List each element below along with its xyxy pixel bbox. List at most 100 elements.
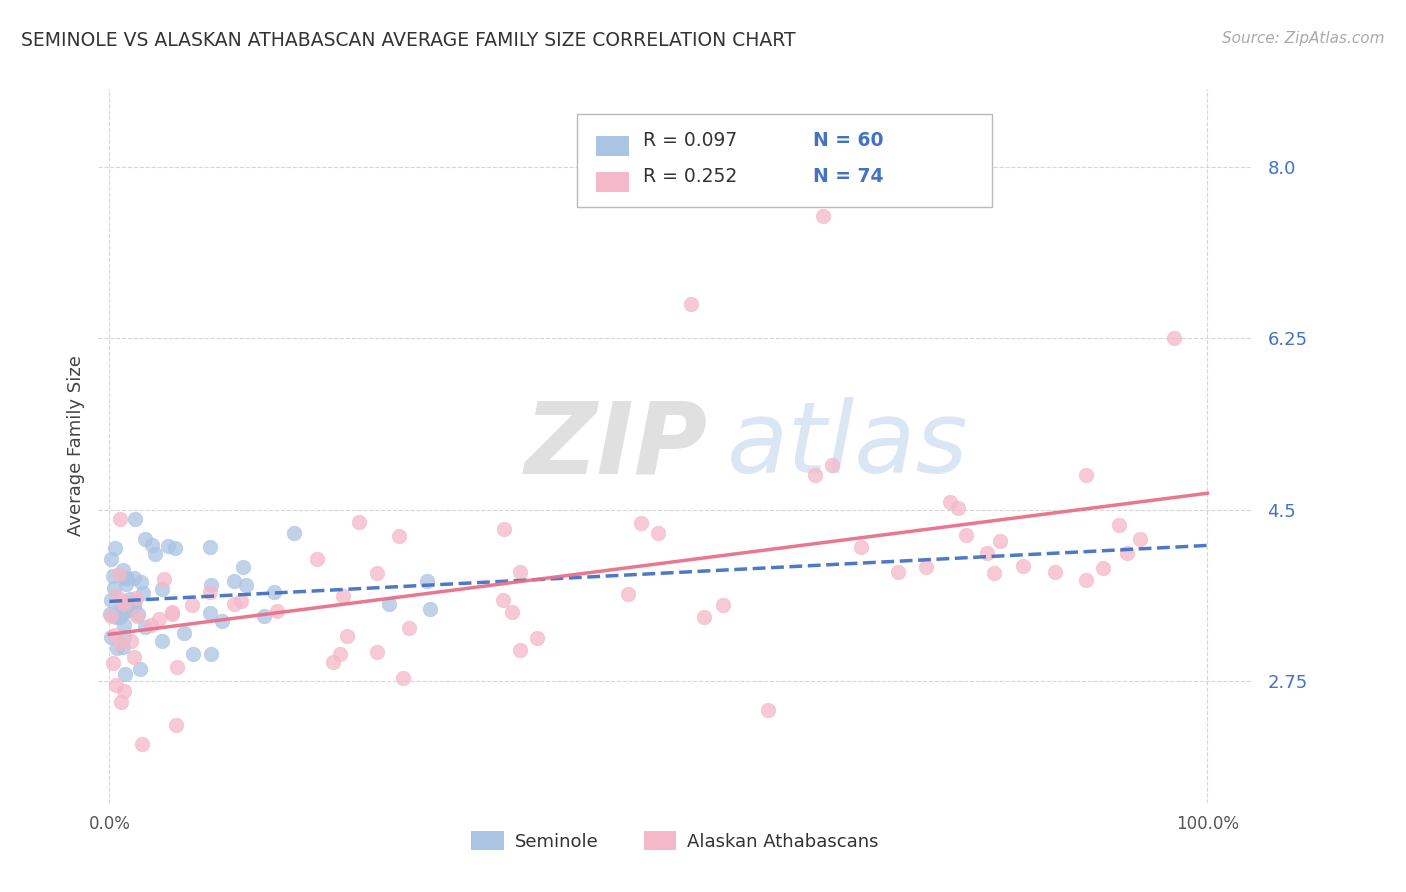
Point (111, 640, 134, 654)
Point (198, 606, 221, 620)
Point (492, 593, 515, 607)
Point (821, 458, 844, 472)
Point (1074, 468, 1097, 483)
Point (173, 626, 195, 640)
Text: N = 74: N = 74 (813, 167, 884, 186)
Point (366, 566, 388, 580)
Point (160, 607, 183, 622)
FancyBboxPatch shape (596, 136, 628, 156)
Text: Source: ZipAtlas.com: Source: ZipAtlas.com (1222, 31, 1385, 46)
Point (939, 495, 962, 509)
Point (122, 650, 145, 665)
Y-axis label: Average Family Size: Average Family Size (66, 356, 84, 536)
Point (955, 528, 977, 542)
Point (141, 538, 163, 552)
Point (1076, 574, 1098, 588)
Point (134, 620, 156, 634)
Point (114, 571, 136, 585)
Point (165, 717, 187, 731)
Point (211, 614, 233, 628)
Point (131, 737, 153, 751)
Point (647, 526, 669, 541)
Point (127, 607, 149, 621)
Point (756, 703, 779, 717)
Point (103, 581, 125, 595)
Point (104, 628, 127, 642)
Point (366, 645, 388, 659)
Point (148, 612, 170, 626)
Point (100, 552, 122, 566)
Point (122, 571, 145, 585)
Point (946, 501, 969, 516)
Point (398, 621, 420, 635)
Point (120, 633, 142, 648)
Point (1108, 517, 1130, 532)
Text: atlas: atlas (727, 398, 969, 494)
Point (200, 647, 222, 661)
Point (378, 597, 401, 611)
Point (222, 574, 245, 588)
Text: SEMINOLE VS ALASKAN ATHABASCAN AVERAGE FAMILY SIZE CORRELATION CHART: SEMINOLE VS ALASKAN ATHABASCAN AVERAGE F… (21, 31, 796, 50)
Point (125, 591, 148, 606)
Point (127, 609, 149, 624)
Point (332, 589, 354, 603)
Point (165, 541, 187, 555)
Point (200, 578, 222, 592)
Point (104, 590, 127, 604)
Point (114, 599, 136, 614)
Point (145, 547, 167, 561)
Point (711, 598, 734, 612)
Point (108, 610, 131, 624)
Point (222, 597, 245, 611)
Point (98, 607, 121, 621)
Point (104, 678, 127, 692)
Point (152, 572, 174, 586)
Point (104, 541, 127, 555)
Point (112, 631, 135, 645)
Point (134, 532, 156, 546)
Point (101, 569, 124, 583)
Point (150, 582, 173, 597)
Point (392, 671, 415, 685)
Point (232, 559, 254, 574)
Point (122, 596, 145, 610)
Point (336, 629, 359, 643)
Point (111, 601, 134, 615)
Point (849, 540, 872, 554)
Point (118, 591, 141, 606)
Point (112, 597, 135, 611)
Point (305, 552, 328, 566)
Point (1091, 561, 1114, 575)
Point (416, 574, 439, 588)
Point (263, 585, 285, 599)
Point (983, 566, 1005, 580)
Point (110, 695, 132, 709)
Point (509, 565, 531, 579)
Point (115, 571, 138, 585)
Point (118, 598, 141, 612)
Point (1043, 565, 1066, 579)
Point (118, 599, 141, 613)
Point (112, 683, 135, 698)
Point (266, 604, 288, 618)
Point (129, 575, 152, 590)
Point (501, 605, 523, 619)
Point (347, 515, 370, 529)
Point (1012, 559, 1035, 574)
Point (104, 607, 127, 622)
Point (198, 540, 221, 554)
Point (108, 603, 131, 617)
Point (114, 603, 136, 617)
Point (387, 528, 409, 542)
Point (114, 666, 136, 681)
Point (803, 467, 825, 482)
Point (100, 608, 122, 623)
Point (124, 512, 146, 526)
Point (103, 656, 125, 670)
Legend: Seminole, Alaskan Athabascans: Seminole, Alaskan Athabascans (464, 824, 886, 858)
Point (976, 546, 998, 560)
Point (108, 607, 131, 622)
Point (492, 522, 515, 536)
Point (526, 631, 548, 645)
Point (181, 647, 204, 661)
